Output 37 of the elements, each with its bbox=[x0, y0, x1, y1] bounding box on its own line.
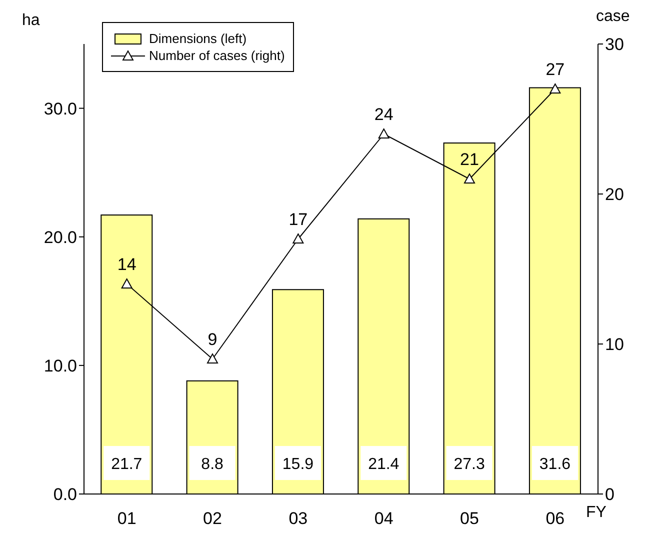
point bbox=[550, 84, 561, 94]
y-axis-title: ha bbox=[22, 12, 40, 30]
data-label: 17 bbox=[288, 210, 308, 229]
x-tick-label: 04 bbox=[374, 509, 394, 528]
data-label: 9 bbox=[208, 330, 218, 349]
point bbox=[207, 354, 218, 364]
y2-tick-label: 30 bbox=[605, 35, 624, 54]
x-axis-title: FY bbox=[586, 504, 606, 522]
x-tick-label: 01 bbox=[117, 509, 136, 528]
point bbox=[121, 278, 132, 288]
point bbox=[464, 174, 475, 184]
y2-tick-label: 20 bbox=[605, 185, 624, 204]
data-label: 27.3 bbox=[454, 456, 485, 473]
y2-axis-title: case bbox=[596, 8, 630, 26]
x-tick-label: 02 bbox=[203, 509, 222, 528]
data-label: 21.7 bbox=[111, 456, 142, 473]
y-tick-label: 10.0 bbox=[44, 356, 77, 376]
data-label: 31.6 bbox=[539, 456, 571, 473]
x-tick-label: 03 bbox=[288, 509, 308, 528]
y2-tick-label: 10 bbox=[605, 335, 624, 354]
y2-tick-label: 0 bbox=[605, 485, 614, 504]
data-label: 8.8 bbox=[201, 456, 224, 473]
data-label: 21.4 bbox=[368, 456, 400, 473]
data-label: 27 bbox=[546, 60, 565, 79]
data-label: 21 bbox=[460, 150, 479, 169]
point bbox=[378, 128, 390, 138]
data-label: 15.9 bbox=[282, 456, 314, 473]
data-label: 24 bbox=[374, 105, 394, 124]
y-tick-label: 0.0 bbox=[53, 485, 77, 504]
data-label: 14 bbox=[117, 255, 136, 274]
legend-label: Number of cases (right) bbox=[149, 48, 285, 63]
y-tick-label: 30.0 bbox=[44, 99, 77, 118]
x-tick-label: 06 bbox=[546, 509, 565, 528]
legend-label: Dimensions (left) bbox=[149, 31, 247, 46]
x-tick-label: 05 bbox=[460, 509, 479, 528]
point bbox=[292, 234, 304, 244]
y-tick-label: 20.0 bbox=[44, 228, 77, 247]
